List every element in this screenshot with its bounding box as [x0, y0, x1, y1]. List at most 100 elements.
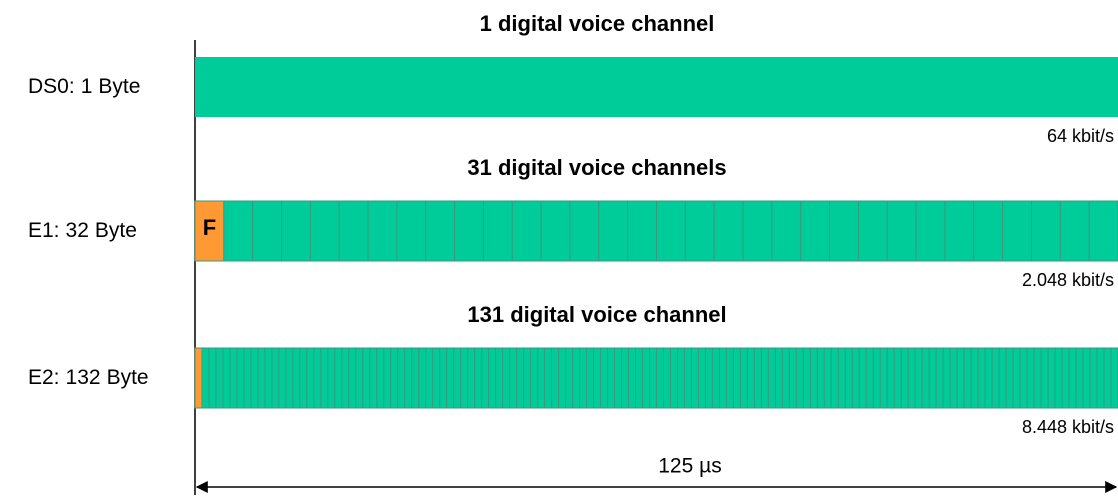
channel-slot [771, 200, 802, 262]
channel-slot [453, 347, 462, 409]
channel-slot [935, 347, 944, 409]
channel-slot [348, 347, 357, 409]
channel-slot [711, 347, 720, 409]
channel-slot [635, 347, 644, 409]
channel-slot [973, 200, 1004, 262]
channel-slot [537, 347, 546, 409]
channel-slot [1096, 347, 1105, 409]
channel-slot [474, 347, 483, 409]
channel-slot [900, 347, 909, 409]
channel-slot [781, 347, 790, 409]
channel-slot [879, 347, 888, 409]
channel-slot [829, 200, 859, 262]
channel-slot [970, 347, 979, 409]
channel-slot [844, 347, 853, 409]
row-label-part: 1 [81, 75, 93, 98]
channel-slot [1030, 200, 1061, 262]
channel-slot [656, 200, 686, 262]
channel-slot [223, 200, 254, 262]
channel-slot [851, 347, 860, 409]
channel-slot [753, 347, 762, 409]
channel-slot [713, 200, 744, 262]
channel-slot [921, 347, 930, 409]
channel-slot [579, 347, 588, 409]
channel-slot [195, 57, 1118, 117]
channel-slot [229, 347, 238, 409]
channel-slot [502, 347, 511, 409]
channel-slot [788, 347, 797, 409]
channel-slot [376, 347, 385, 409]
channel-slot [1088, 200, 1118, 262]
channel-slot [565, 347, 574, 409]
channel-slot [516, 347, 525, 409]
channel-slot [739, 347, 748, 409]
row-title: 131 digital voice channel [467, 302, 726, 327]
row-label-part: 132 [66, 366, 101, 389]
channel-slot [944, 200, 975, 262]
channel-slot [243, 347, 252, 409]
row-label-part: Byte [98, 75, 140, 98]
channel-slot [662, 347, 671, 409]
frame-slot [194, 347, 203, 409]
channel-slot [984, 347, 993, 409]
row-label-part: 32 [66, 219, 89, 242]
channel-slot [572, 347, 581, 409]
channel-slot [1054, 347, 1063, 409]
channel-slot [383, 347, 392, 409]
channel-slot [586, 347, 595, 409]
row-rate: 2.048 kbit/s [1022, 270, 1114, 290]
channel-slot [292, 347, 301, 409]
channel-slot [642, 347, 651, 409]
channel-slot [281, 200, 311, 262]
channel-slot [683, 347, 692, 409]
channel-slot [1033, 347, 1042, 409]
row-label: E1: 32 Byte [28, 219, 137, 242]
channel-slot [823, 347, 832, 409]
channel-slot [467, 347, 476, 409]
channel-slot [600, 347, 609, 409]
channel-slot [320, 347, 329, 409]
channel-slot [1061, 347, 1070, 409]
channel-slot [1002, 200, 1032, 262]
channel-slot [963, 347, 972, 409]
channel-slot [299, 347, 308, 409]
channel-slot [697, 347, 706, 409]
channel-slot [767, 347, 776, 409]
row-label-part: Byte [107, 366, 149, 389]
channel-slot [837, 347, 846, 409]
channel-slot [488, 347, 497, 409]
channel-slot [915, 200, 946, 262]
row-title: 31 digital voice channels [467, 155, 726, 180]
channel-slot [250, 347, 259, 409]
channel-slot [236, 347, 245, 409]
channel-slot [341, 347, 350, 409]
channel-slot [1026, 347, 1035, 409]
row-rate: 64 kbit/s [1047, 126, 1114, 146]
channel-slot [690, 347, 699, 409]
channel-slot [327, 347, 336, 409]
channel-slot [558, 347, 567, 409]
channel-slot [334, 347, 343, 409]
channel-slot [411, 347, 420, 409]
channel-slot [1059, 200, 1090, 262]
channel-slot [271, 347, 280, 409]
channel-slot [425, 200, 456, 262]
channel-slot [669, 347, 678, 409]
channel-slot [201, 347, 210, 409]
channel-slot [215, 347, 224, 409]
channel-slot [760, 347, 769, 409]
channel-slot [732, 347, 741, 409]
channel-slot [725, 347, 734, 409]
row-label: E2: 132 Byte [28, 366, 149, 389]
row-label: DS0: 1 Byte [28, 75, 140, 98]
channel-slot [893, 347, 902, 409]
channel-slot [482, 200, 513, 262]
channel-slot [816, 347, 825, 409]
row-label-part: E2: [28, 366, 60, 389]
channel-slot [460, 347, 469, 409]
channel-slot [872, 347, 881, 409]
channel-slot [355, 347, 364, 409]
channel-slot [446, 347, 455, 409]
channel-slot [649, 347, 657, 409]
